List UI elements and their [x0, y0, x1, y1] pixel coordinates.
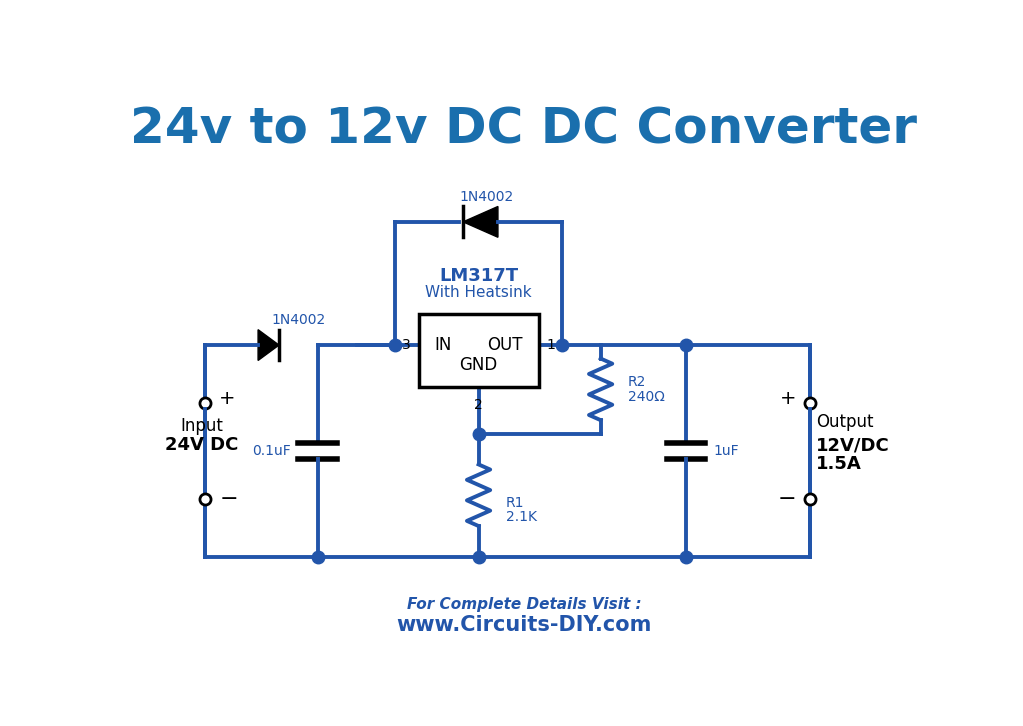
- Polygon shape: [463, 206, 498, 237]
- Text: IN: IN: [434, 335, 451, 354]
- Text: R1: R1: [505, 496, 524, 510]
- Text: 1.5A: 1.5A: [816, 455, 861, 473]
- Text: 1uF: 1uF: [713, 444, 739, 458]
- Text: With Heatsink: With Heatsink: [426, 285, 532, 301]
- Text: 2: 2: [475, 398, 483, 412]
- Text: −: −: [777, 489, 796, 509]
- Text: 0.1uF: 0.1uF: [252, 444, 291, 458]
- Text: 3: 3: [402, 338, 411, 351]
- Text: 2.1K: 2.1K: [505, 510, 537, 523]
- Text: Input: Input: [180, 417, 223, 435]
- Text: 1N4002: 1N4002: [459, 190, 514, 204]
- Text: 1N4002: 1N4002: [271, 314, 325, 327]
- Text: Output: Output: [816, 413, 874, 431]
- Polygon shape: [258, 330, 279, 361]
- Text: OUT: OUT: [488, 335, 523, 354]
- Text: GND: GND: [459, 356, 497, 374]
- Text: www.Circuits-DIY.com: www.Circuits-DIY.com: [396, 615, 652, 635]
- Text: +: +: [219, 389, 236, 409]
- Text: 1: 1: [546, 338, 555, 351]
- Text: +: +: [780, 389, 796, 409]
- Text: 24V DC: 24V DC: [165, 436, 238, 454]
- Text: 240Ω: 240Ω: [628, 390, 665, 404]
- Text: R2: R2: [628, 375, 647, 388]
- Text: 12V/DC: 12V/DC: [816, 436, 890, 454]
- Text: 24v to 12v DC DC Converter: 24v to 12v DC DC Converter: [130, 105, 918, 153]
- Bar: [418, 314, 539, 388]
- Text: For Complete Details Visit :: For Complete Details Visit :: [406, 597, 641, 612]
- Text: LM317T: LM317T: [439, 266, 518, 285]
- Text: −: −: [219, 489, 238, 509]
